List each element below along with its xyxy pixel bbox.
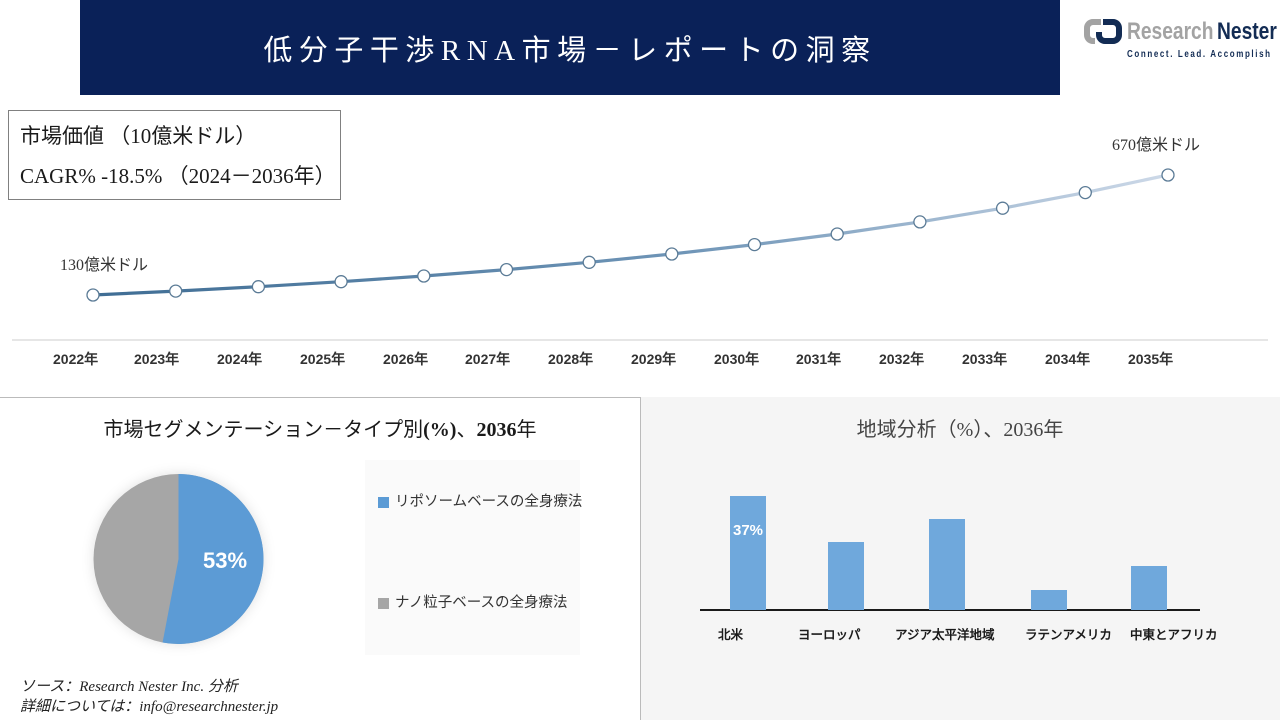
svg-text:37%: 37% <box>733 522 763 539</box>
